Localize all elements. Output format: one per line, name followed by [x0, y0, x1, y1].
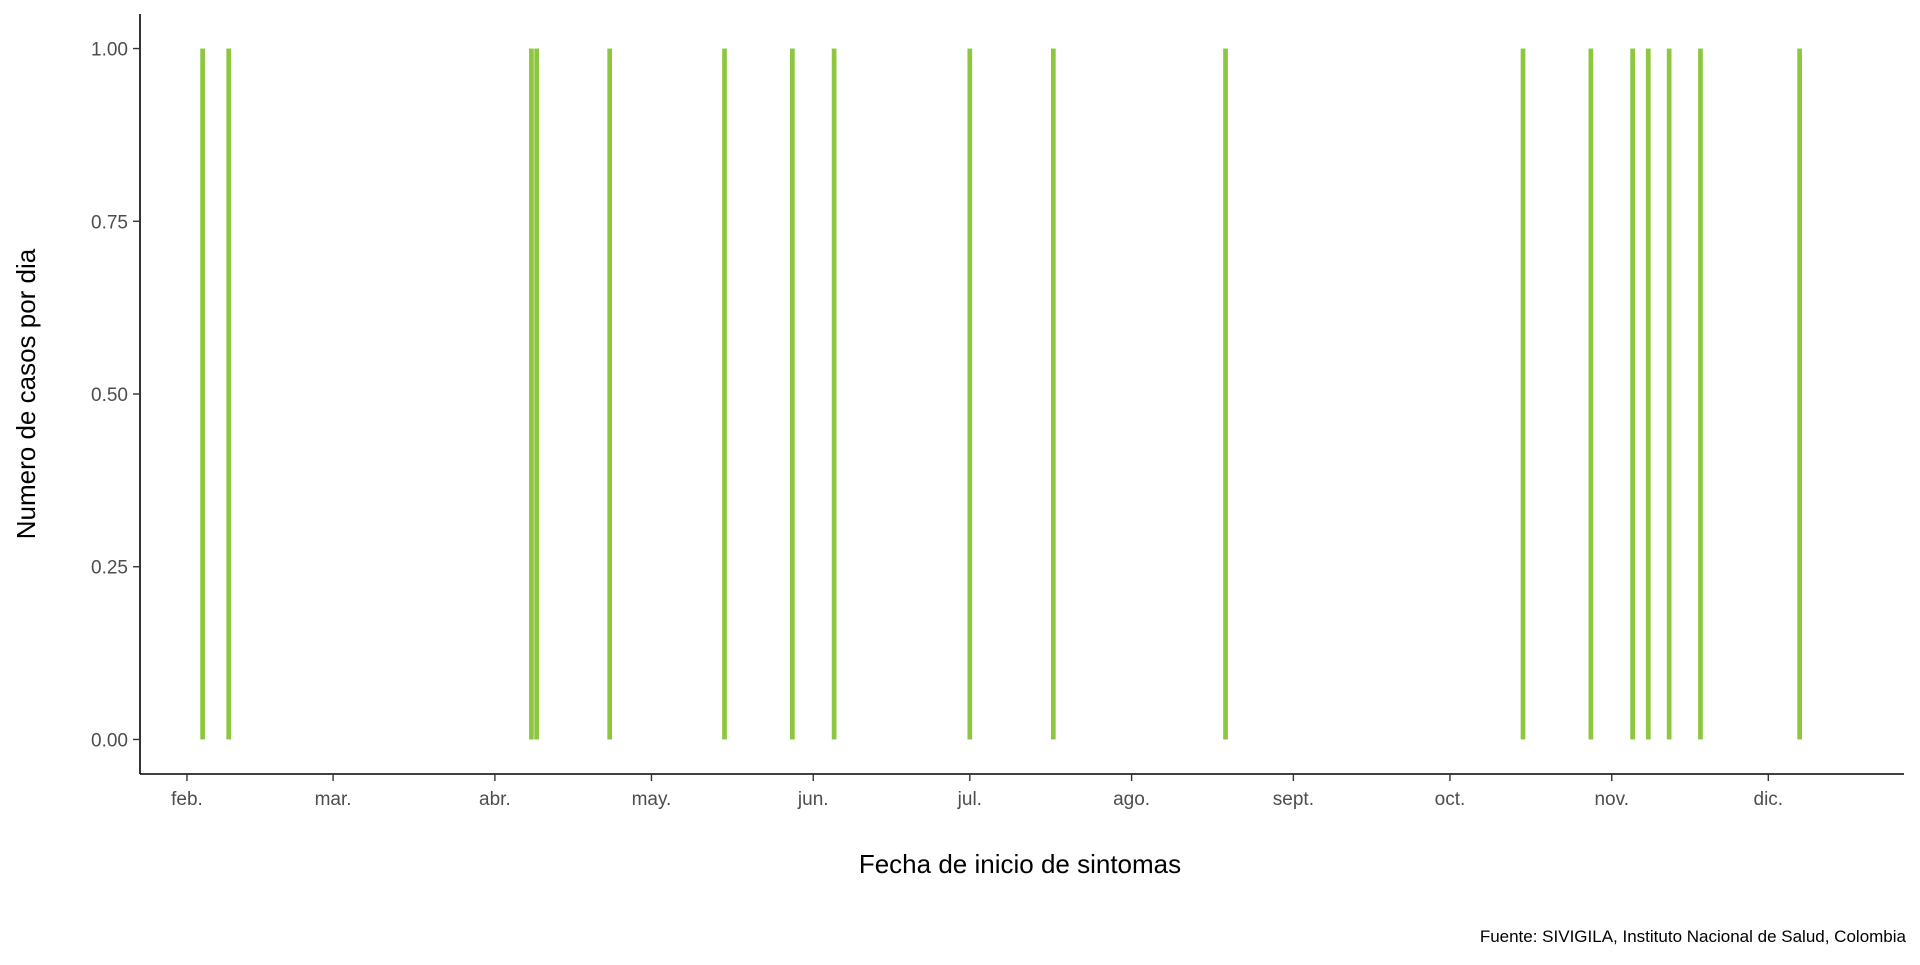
y-tick-label: 0.75: [91, 212, 128, 233]
x-tick-label: dic.: [1754, 789, 1784, 810]
bar: [1050, 48, 1056, 740]
y-tick-label: 0.00: [91, 730, 128, 751]
bar: [226, 48, 232, 740]
bar: [831, 48, 837, 740]
bar: [1797, 48, 1802, 740]
bar: [790, 48, 795, 740]
bar: [1666, 48, 1672, 740]
x-tick-label: mar.: [315, 789, 352, 810]
x-tick-label: jul.: [957, 789, 982, 810]
bar: [1645, 48, 1651, 740]
y-axis: 0.00 0.25 0.50 0.75 1.00: [91, 14, 141, 774]
x-axis-title: Fecha de inicio de sintomas: [859, 849, 1181, 879]
bar: [607, 48, 613, 740]
x-tick-label: ago.: [1113, 789, 1150, 810]
y-tick-label: 0.25: [91, 558, 128, 579]
bar: [1520, 48, 1526, 740]
bar: [1223, 48, 1228, 740]
x-tick-label: oct.: [1435, 789, 1466, 810]
y-axis-title: Numero de casos por dia: [11, 248, 41, 539]
bars-layer: [200, 48, 1802, 740]
bar: [1630, 48, 1635, 740]
y-tick-label: 0.50: [91, 385, 128, 406]
bar: [200, 48, 205, 740]
bar: [722, 48, 727, 740]
x-tick-label: sept.: [1273, 789, 1314, 810]
x-tick-label: feb.: [171, 789, 203, 810]
bar: [967, 48, 973, 740]
x-axis: feb. mar. abr. may. jun. jul. ago. sept. oct. nov…: [140, 773, 1904, 810]
y-tick-label: 1.00: [91, 40, 128, 61]
x-tick-label: nov.: [1594, 789, 1629, 810]
x-tick-label: may.: [632, 789, 672, 810]
chart-caption: Fuente: SIVIGILA, Instituto Nacional de …: [1480, 927, 1907, 946]
x-tick-label: abr.: [479, 789, 511, 810]
x-tick-label: jun.: [797, 789, 829, 810]
bar: [534, 48, 539, 740]
bar: [1588, 48, 1594, 740]
bar: [1698, 48, 1703, 740]
bar: [529, 48, 534, 740]
